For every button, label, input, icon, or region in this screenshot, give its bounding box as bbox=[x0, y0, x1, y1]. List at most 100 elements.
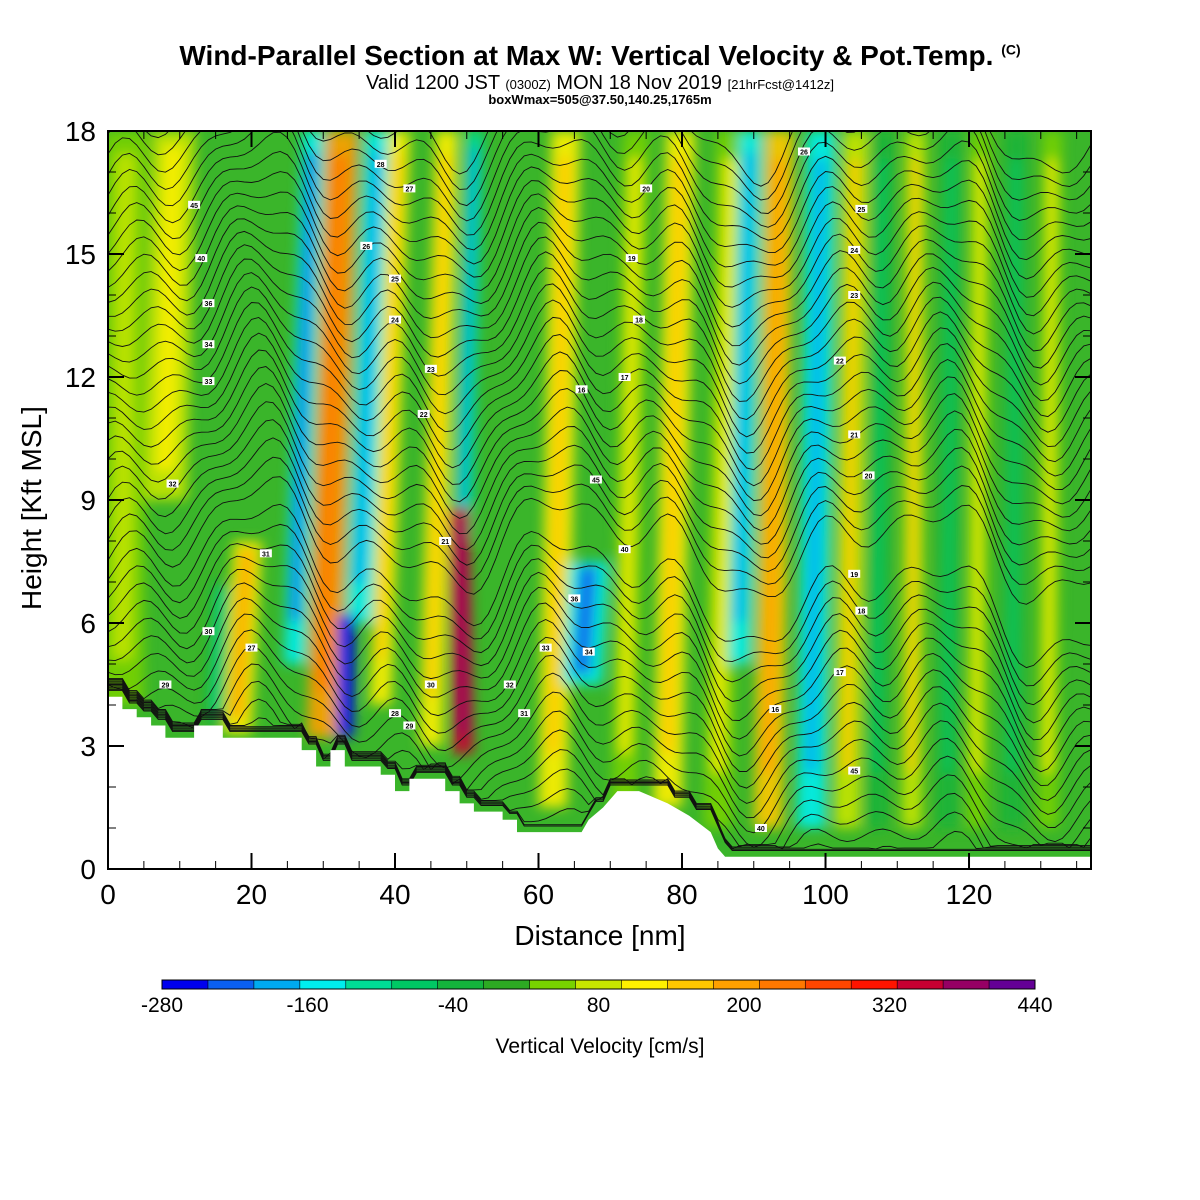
y-tick-label-5: 15 bbox=[65, 239, 96, 270]
isentrope-label-11: 26 bbox=[362, 244, 370, 251]
isentrope-label-bg-25 bbox=[582, 647, 595, 656]
isentrope-label-38: 21 bbox=[850, 432, 858, 439]
isentrope-28 bbox=[108, 317, 1091, 471]
colorbar-tick-label-2: -40 bbox=[438, 994, 468, 1017]
isentrope-label-bg-39 bbox=[862, 471, 875, 480]
isentrope-16 bbox=[108, 543, 1091, 706]
isentrope-label-5: 32 bbox=[169, 482, 177, 489]
isentrope-43 bbox=[108, 131, 1091, 214]
x-tick-label-1: 20 bbox=[236, 879, 267, 910]
colorbar-swatch-9 bbox=[575, 980, 622, 989]
isentrope-label-23: 40 bbox=[621, 547, 629, 554]
isentrope-23 bbox=[108, 401, 1091, 545]
velocity-band-core-15 bbox=[734, 152, 756, 622]
velocity-band-core-14 bbox=[711, 158, 737, 773]
isentrope-contours: 45 40 36 34 33 32 31 30 29 28 27 26 25 24 23 22 21 20 19 18… bbox=[108, 131, 1091, 851]
velocity-band-core-6 bbox=[340, 619, 350, 728]
x-tick-label-4: 80 bbox=[666, 879, 697, 910]
isentrope-30 bbox=[108, 286, 1091, 438]
colorbar-tick-label-5: 320 bbox=[872, 994, 907, 1017]
colorbar-swatch-15 bbox=[851, 980, 898, 989]
isentrope-label-32: 27 bbox=[248, 646, 256, 653]
isentrope-label-bg-7 bbox=[202, 627, 215, 636]
isentrope-17 bbox=[108, 523, 1091, 687]
isentrope-label-bg-5 bbox=[166, 479, 179, 488]
isentrope-20 bbox=[108, 456, 1091, 585]
isentrope-9 bbox=[108, 645, 1091, 815]
isentrope-19 bbox=[108, 476, 1091, 605]
colorbar-swatch-0 bbox=[162, 980, 209, 989]
isentrope-label-bg-22 bbox=[589, 475, 602, 484]
isentrope-label-8: 29 bbox=[162, 683, 170, 690]
colorbar-swatch-17 bbox=[943, 980, 990, 989]
colorbar-tick-label-6: 440 bbox=[1017, 994, 1052, 1017]
isentrope-label-bg-3 bbox=[202, 340, 215, 349]
isentrope-label-9: 28 bbox=[377, 162, 385, 169]
isentrope-label-35: 24 bbox=[850, 248, 858, 255]
isentrope-label-14: 23 bbox=[427, 367, 435, 374]
y-tick-label-1: 3 bbox=[80, 731, 96, 762]
colorbar-swatch-6 bbox=[437, 980, 485, 989]
isentrope-label-2: 36 bbox=[205, 301, 213, 308]
isentrope-label-bg-44 bbox=[848, 766, 861, 775]
isentrope-label-bg-42 bbox=[833, 668, 846, 677]
x-tick-label-2: 40 bbox=[379, 879, 410, 910]
chart-title: Wind-Parallel Section at Max W: Vertical… bbox=[0, 40, 1200, 72]
isentrope-35 bbox=[108, 218, 1091, 352]
isentrope-label-31: 28 bbox=[391, 711, 399, 718]
isentrope-label-bg-24 bbox=[568, 594, 581, 603]
velocity-band-core-25 bbox=[155, 145, 184, 471]
isentrope-label-bg-32 bbox=[245, 643, 258, 652]
isentrope-32 bbox=[108, 258, 1091, 402]
isentrope-label-20: 17 bbox=[621, 375, 629, 382]
isentrope-label-7: 30 bbox=[205, 629, 213, 636]
subtitle-forecast: [21hrFcst@1412z] bbox=[727, 77, 835, 92]
isentrope-6 bbox=[108, 682, 1091, 849]
colorbar-swatch-10 bbox=[621, 980, 668, 989]
colorbar-title: Vertical Velocity [cm/s] bbox=[495, 1035, 705, 1058]
isentrope-label-bg-30 bbox=[403, 721, 416, 730]
colorbar-swatch-2 bbox=[253, 980, 301, 989]
isentrope-label-bg-13 bbox=[389, 315, 402, 324]
isentrope-5 bbox=[108, 684, 1091, 849]
isentrope-label-18: 19 bbox=[628, 256, 636, 263]
isentrope-label-bg-21 bbox=[575, 385, 588, 394]
colorbar-tick-label-3: 80 bbox=[587, 994, 610, 1017]
isentrope-24 bbox=[108, 382, 1091, 531]
colorbar-swatch-13 bbox=[759, 980, 806, 989]
colorbar-swatch-14 bbox=[805, 980, 852, 989]
y-tick-label-3: 9 bbox=[80, 485, 96, 516]
isentrope-22 bbox=[108, 419, 1091, 559]
subtitle-valid-time: Valid 1200 JST bbox=[365, 72, 500, 94]
isentrope-label-3: 34 bbox=[205, 342, 213, 349]
isentrope-label-bg-8 bbox=[159, 680, 172, 689]
isentrope-label-bg-2 bbox=[202, 299, 215, 308]
isentrope-label-25: 34 bbox=[585, 650, 593, 657]
isentrope-label-bg-10 bbox=[403, 184, 416, 193]
velocity-band-core-16 bbox=[761, 158, 786, 773]
velocity-band-core-9 bbox=[211, 587, 227, 715]
isentrope-38 bbox=[108, 171, 1091, 298]
isentrope-0 bbox=[108, 690, 1091, 851]
isentrope-label-10: 27 bbox=[405, 186, 413, 193]
isentrope-36 bbox=[108, 205, 1091, 335]
colorbar-swatch-3 bbox=[299, 980, 347, 989]
isentrope-7 bbox=[108, 680, 1091, 843]
isentrope-label-13: 24 bbox=[391, 318, 399, 325]
colorbar-tick-label-1: -160 bbox=[286, 994, 328, 1017]
y-tick-label-4: 12 bbox=[65, 362, 96, 393]
chart-title-text: Wind-Parallel Section at Max W: Vertical… bbox=[179, 40, 994, 71]
isentrope-label-bg-41 bbox=[855, 606, 868, 615]
isentrope-34 bbox=[108, 230, 1091, 369]
isentrope-label-bg-11 bbox=[360, 241, 373, 250]
isentrope-label-bg-40 bbox=[848, 569, 861, 578]
y-axis-label: Height [Kft MSL] bbox=[16, 406, 47, 610]
isentrope-label-bg-34 bbox=[855, 204, 868, 213]
isentrope-label-bg-23 bbox=[618, 545, 631, 554]
copyright-tag: (C) bbox=[1001, 41, 1021, 58]
isentrope-label-27: 32 bbox=[506, 683, 514, 690]
chart-subtitle: Valid 1200 JST (0300Z) MON 18 Nov 2019 [… bbox=[0, 72, 1200, 95]
colorbar-tick-label-0: -280 bbox=[141, 994, 183, 1017]
isentrope-label-bg-31 bbox=[389, 709, 402, 718]
